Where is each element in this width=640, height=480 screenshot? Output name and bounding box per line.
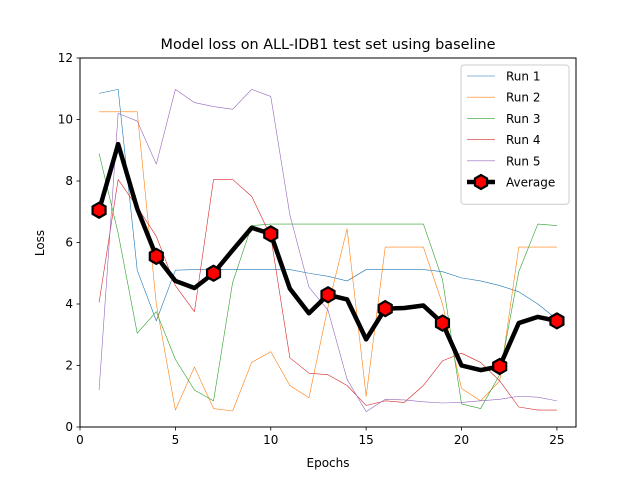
ticks-layer: 0 5 10 15 20 25 0 2 4 6 8 10 12 (58, 51, 565, 447)
y-tick-label: 10 (58, 113, 73, 127)
x-axis-label: Epochs (307, 456, 350, 470)
y-tick-label: 4 (65, 297, 73, 311)
y-tick-label: 12 (58, 51, 73, 65)
data-point-average (492, 357, 508, 376)
series-line-run-1 (99, 89, 558, 322)
data-point-average (148, 247, 164, 266)
data-point-average (549, 312, 565, 330)
data-point-average (377, 299, 393, 318)
series-run-3 (98, 153, 557, 409)
y-tick-label: 2 (65, 359, 73, 373)
legend-label-run-4: Run 4 (506, 133, 540, 147)
data-point-average (205, 264, 222, 283)
x-tick-label: 0 (76, 433, 84, 447)
data-point-average (91, 201, 107, 219)
legend-label-run-3: Run 3 (506, 112, 540, 126)
y-tick-label: 0 (65, 420, 73, 434)
series-line-run-5 (98, 89, 557, 412)
chart-title: Model loss on ALL-IDB1 test set using ba… (161, 37, 496, 53)
series-run-5 (98, 89, 557, 412)
data-point-average (320, 286, 336, 304)
series-layer (91, 89, 565, 412)
legend-label-run-2: Run 2 (506, 91, 540, 105)
legend-label-run-1: Run 1 (506, 70, 540, 84)
series-average (91, 141, 565, 376)
legend-label-run-5: Run 5 (506, 154, 540, 168)
y-tick-label: 8 (65, 174, 73, 188)
data-point-average (434, 314, 451, 332)
y-axis-label: Loss (33, 230, 47, 256)
data-point-average (263, 225, 279, 243)
x-tick-label: 5 (172, 433, 180, 447)
series-run-1 (99, 89, 558, 322)
series-line-run-4 (98, 179, 557, 411)
legend-box (460, 64, 570, 205)
y-tick-label: 6 (65, 236, 73, 250)
series-run-4 (98, 179, 557, 411)
x-tick-label: 20 (454, 433, 469, 447)
x-tick-label: 15 (359, 433, 374, 447)
legend: Run 1 Run 2 Run 3 Run 4 Run 5 Average (460, 64, 570, 205)
legend-marker-average (473, 173, 489, 191)
series-line-run-3 (98, 153, 557, 409)
x-tick-label: 10 (263, 433, 278, 447)
x-tick-label: 25 (549, 433, 564, 447)
legend-label-average: Average (506, 176, 555, 190)
